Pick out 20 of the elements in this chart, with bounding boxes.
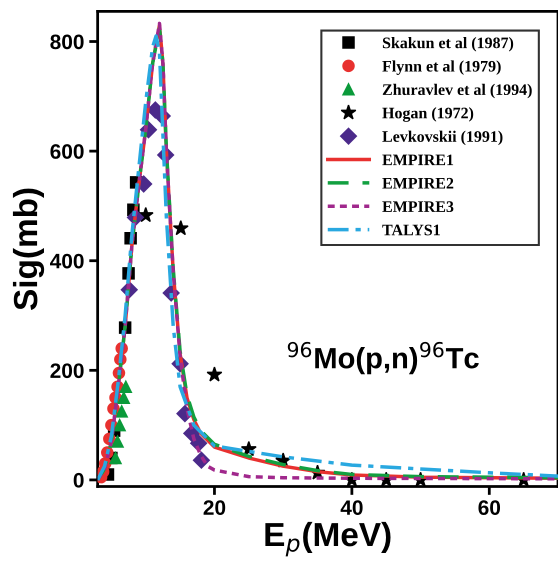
annotation: $^{96}$Mo(p,n)$^{96}$Tc [288, 342, 479, 374]
legend-label: EMPIRE1 [382, 154, 454, 166]
y-tick-label: 200 [50, 363, 84, 378]
y-axis-title: Sig(mb) [12, 188, 44, 310]
x-tick-label: 40 [340, 500, 363, 515]
legend-label: EMPIRE3 [382, 201, 454, 212]
y-tick-label: 0 [74, 472, 84, 488]
legend-label: Zhuravlev et al (1994) [382, 84, 532, 98]
legend-label: Hogan (1972) [382, 107, 474, 122]
legend-label: Flynn et al (1979) [382, 60, 501, 75]
y-tick-label: 800 [50, 34, 84, 50]
x-axis-title: E$_{p}$(MeV) [265, 522, 391, 556]
legend-label: Skakun et al (1987) [382, 37, 514, 52]
legend-label: Levkovskii (1991) [382, 130, 502, 146]
x-tick-label: 60 [478, 500, 500, 515]
legend-label: TALYS1 [382, 224, 440, 236]
y-tick-label: 400 [50, 254, 84, 268]
y-tick-label: 600 [50, 144, 84, 159]
legend-label: EMPIRE2 [382, 178, 454, 188]
x-tick-label: 20 [204, 500, 226, 515]
